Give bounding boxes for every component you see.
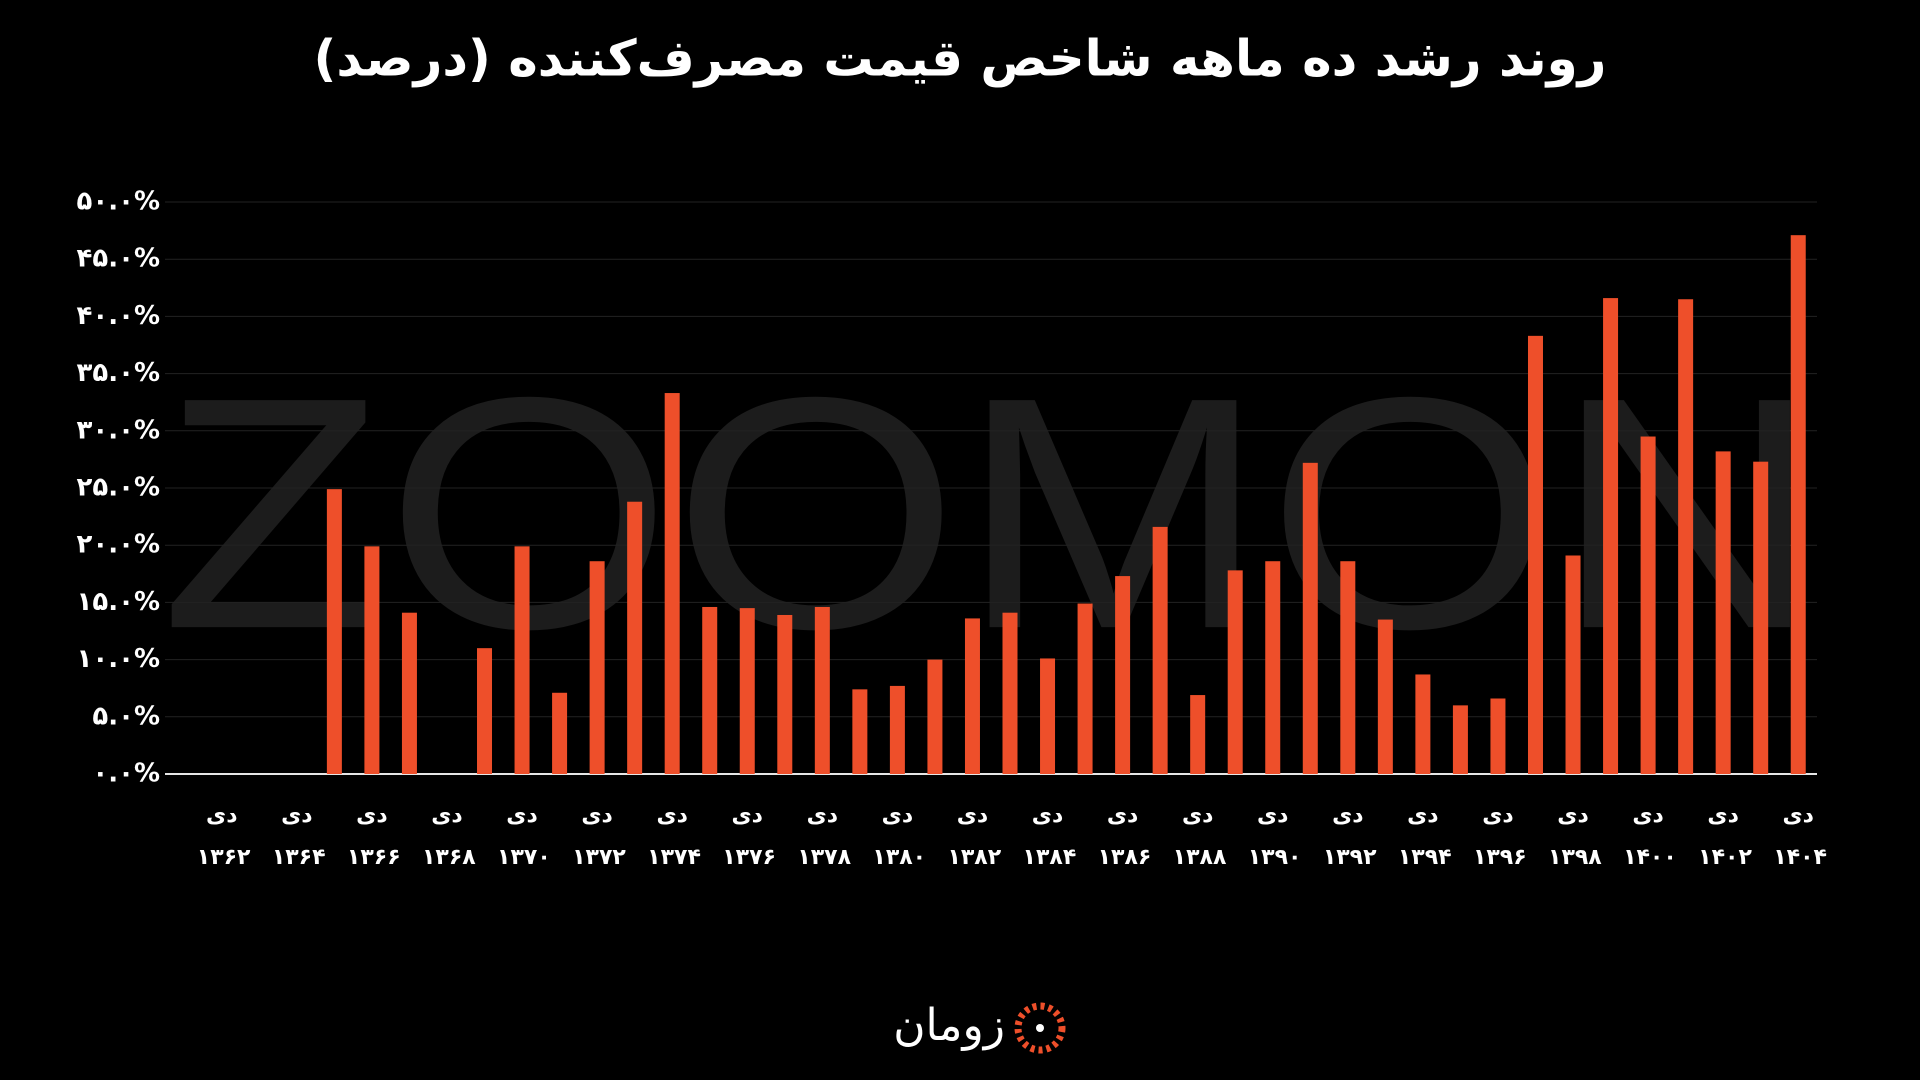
bar	[364, 546, 380, 774]
bar	[1265, 561, 1281, 774]
bar	[401, 612, 417, 774]
x-tick-label: دی ۱۳۹۶	[1472, 803, 1527, 870]
bar	[1077, 603, 1093, 774]
bar	[1490, 698, 1506, 774]
x-tick-label: دی ۱۴۰۲	[1698, 803, 1752, 870]
bar	[1190, 695, 1206, 774]
bar	[702, 606, 718, 774]
bar	[889, 685, 905, 774]
bar	[1415, 674, 1431, 774]
x-tick-label: دی ۱۳۹۴	[1397, 803, 1452, 870]
x-tick-label: دی ۱۳۶۶	[346, 803, 401, 870]
x-tick-label: دی ۱۴۰۰	[1623, 803, 1677, 870]
x-tick-label: دی ۱۴۰۴	[1773, 803, 1827, 870]
logo-icon	[1014, 1002, 1066, 1054]
y-tick-label: ۴۵.۰%	[76, 244, 160, 274]
x-tick-label: دی ۱۳۹۸	[1548, 803, 1602, 870]
x-tick-label: دی ۱۳۷۰	[497, 803, 551, 870]
bar	[814, 606, 830, 774]
x-tick-label: دی ۱۳۸۶	[1097, 803, 1152, 870]
chart-title: روند رشد ده ماهه شاخص قیمت مصرف‌کننده (د…	[314, 30, 1607, 89]
x-tick-label: دی ۱۳۸۰	[872, 803, 927, 870]
bar	[589, 561, 605, 774]
bar	[739, 608, 755, 774]
y-tick-label: ۵.۰%	[92, 701, 160, 731]
bar	[927, 659, 943, 774]
bar	[664, 393, 680, 774]
bar	[552, 692, 568, 774]
bar	[1340, 561, 1356, 774]
y-tick-label: ۳۰.۰%	[76, 415, 160, 445]
bar	[1640, 436, 1656, 774]
bar	[1040, 658, 1056, 774]
x-tick-label: دی ۱۳۷۶	[722, 803, 776, 870]
x-tick-label: دی ۱۳۶۲	[196, 803, 251, 870]
y-tick-label: ۱۵.۰%	[76, 587, 160, 617]
x-tick-label: دی ۱۳۸۲	[947, 803, 1002, 870]
logo: زومان	[893, 1000, 1066, 1054]
bar	[777, 614, 793, 774]
x-tick-label: دی ۱۳۸۸	[1172, 803, 1227, 870]
bar	[852, 689, 868, 774]
bar	[1152, 526, 1168, 774]
y-tick-label: ۴۰.۰%	[76, 301, 160, 331]
x-tick-label: دی ۱۳۷۲	[572, 803, 626, 870]
y-tick-label: ۲۰.۰%	[76, 530, 160, 560]
x-tick-label: دی ۱۳۷۴	[647, 803, 701, 870]
logo-dot	[1036, 1024, 1044, 1032]
bar	[1753, 461, 1769, 774]
bar	[627, 501, 643, 774]
x-tick-label: دی ۱۳۸۴	[1022, 803, 1077, 870]
y-tick-label: ۱۰.۰%	[76, 644, 160, 674]
x-tick-label: دی ۱۳۶۴	[271, 803, 326, 870]
y-tick-label: ۲۵.۰%	[76, 473, 160, 503]
x-tick-label: دی ۱۳۹۲	[1322, 803, 1377, 870]
bar	[326, 489, 342, 774]
x-tick-label: دی ۱۳۶۸	[421, 803, 476, 870]
bar	[1115, 576, 1131, 774]
bar	[1377, 619, 1393, 774]
bar	[514, 546, 530, 774]
brand: زومان	[893, 1000, 1005, 1051]
bar	[477, 648, 493, 774]
bar	[964, 618, 980, 774]
watermark: ZOOMON	[160, 328, 1820, 697]
x-tick-label: دی ۱۳۷۸	[797, 803, 852, 870]
y-tick-label: ۵۰.۰%	[76, 187, 160, 217]
y-tick-label: ۰.۰%	[92, 759, 160, 789]
bar	[1678, 299, 1694, 774]
bar	[1715, 451, 1731, 774]
bar	[1790, 235, 1806, 774]
bar	[1603, 298, 1619, 774]
bar	[1302, 462, 1318, 774]
bar	[1452, 705, 1468, 774]
bar	[1227, 570, 1243, 774]
bar	[1565, 555, 1581, 774]
y-tick-label: ۳۵.۰%	[76, 358, 160, 388]
x-tick-label: دی ۱۳۹۰	[1247, 803, 1302, 870]
bar	[1527, 335, 1543, 774]
bar	[1002, 612, 1018, 774]
